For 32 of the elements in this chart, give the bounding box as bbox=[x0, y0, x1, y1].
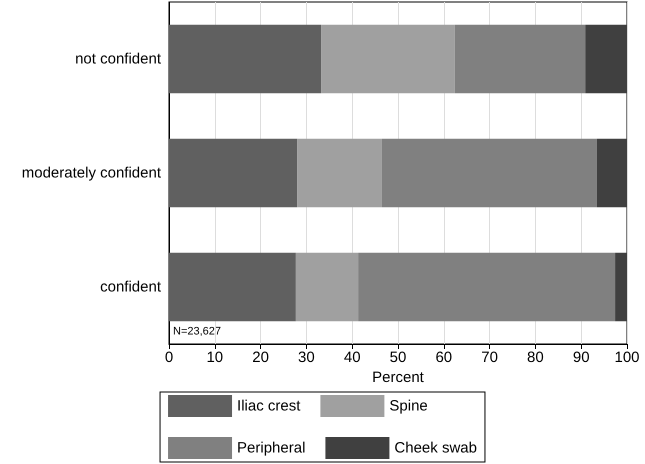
legend-label: Cheek swab bbox=[394, 440, 477, 456]
bar bbox=[321, 24, 455, 94]
x-tick-label: 50 bbox=[390, 349, 406, 366]
x-tick-label: 10 bbox=[206, 349, 224, 366]
y-tick-label: moderately confident bbox=[22, 164, 162, 182]
y-tick-label: not confident bbox=[75, 50, 162, 68]
bar bbox=[596, 138, 627, 208]
annotation: N=23,627 bbox=[173, 326, 222, 338]
x-tick-label: 90 bbox=[572, 349, 590, 366]
legend-label: Iliac crest bbox=[237, 398, 302, 414]
bar bbox=[297, 138, 382, 208]
x-tick-label: 0 bbox=[164, 349, 174, 366]
bar bbox=[169, 24, 322, 94]
legend-label: Spine bbox=[389, 398, 428, 414]
bar bbox=[585, 24, 627, 94]
y-tick-label: confident bbox=[100, 278, 162, 296]
x-tick-label: 70 bbox=[481, 349, 498, 366]
legend-label: Peripheral bbox=[237, 440, 306, 456]
bar bbox=[169, 252, 296, 322]
bar bbox=[169, 138, 298, 208]
bar bbox=[454, 24, 586, 94]
bar bbox=[296, 252, 358, 322]
x-tick-label: 80 bbox=[527, 349, 544, 366]
bar bbox=[382, 138, 597, 208]
x-tick-label: 60 bbox=[435, 349, 452, 366]
x-tick-label: 100 bbox=[614, 349, 640, 366]
bar bbox=[615, 252, 627, 322]
x-tick-label: 30 bbox=[298, 349, 315, 366]
x-tick-label: 40 bbox=[344, 349, 361, 366]
x-axis-title: Percent bbox=[372, 369, 425, 386]
x-tick-label: 20 bbox=[252, 349, 269, 366]
bar bbox=[358, 252, 616, 322]
